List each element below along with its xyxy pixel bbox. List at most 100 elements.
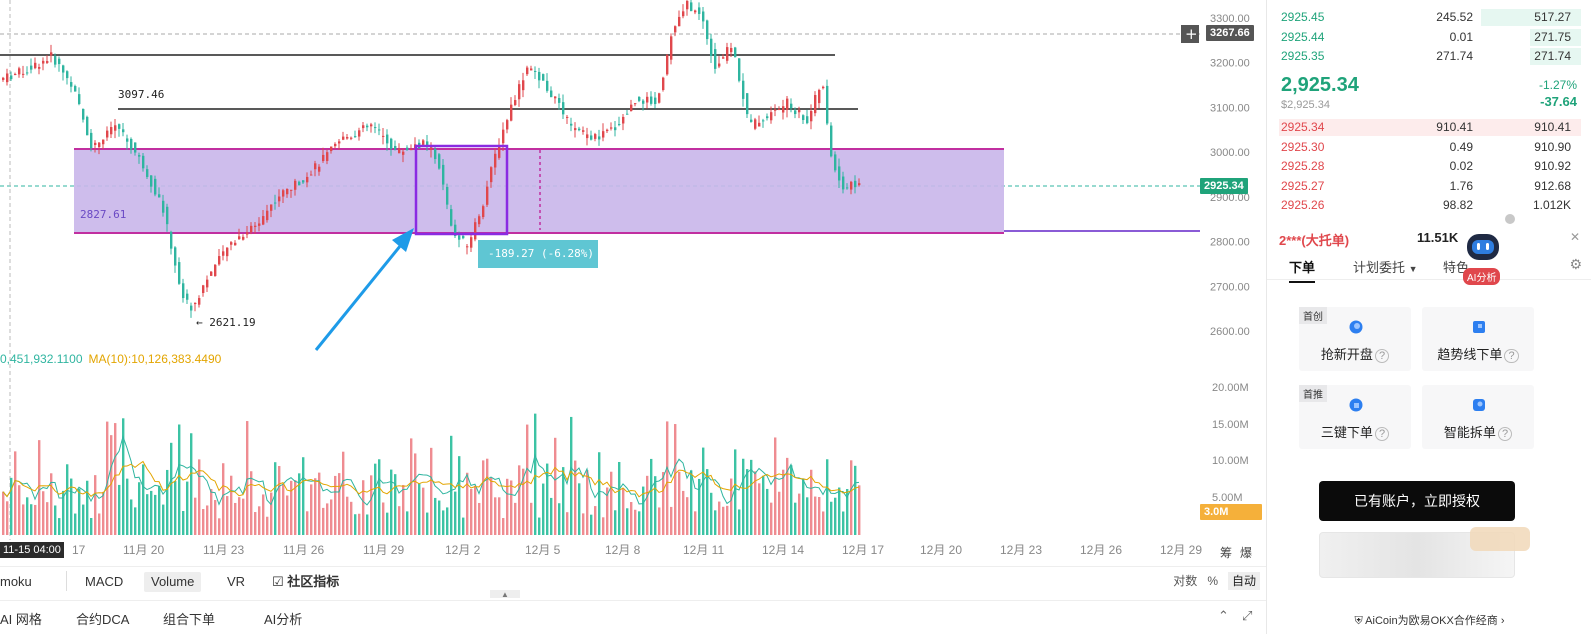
time-axis-label: 11月 26: [283, 543, 324, 557]
indicator-volume[interactable]: Volume: [144, 572, 202, 592]
help-icon[interactable]: ?: [1374, 349, 1390, 363]
liquidation-button[interactable]: 爆: [1240, 546, 1253, 560]
tab-plan-order[interactable]: 计划委托 ▼: [1353, 257, 1418, 276]
volume-bar: [342, 451, 345, 535]
axis-controls[interactable]: 筹爆: [1220, 544, 1260, 561]
volume-bar: [742, 458, 745, 535]
time-axis-label: 11月 29: [363, 543, 404, 557]
bid-row[interactable]: 2925.34 910.41 910.41: [1279, 118, 1581, 137]
volume-bar: [590, 514, 593, 535]
volume-bar: [586, 470, 589, 535]
collapse-handle[interactable]: ▲: [490, 590, 520, 599]
ask-row[interactable]: 2925.35 271.74 271.74: [1279, 47, 1581, 66]
trade-panel: 2925.45 245.52 517.27 2925.44 0.01 271.75 2925…: [1266, 0, 1591, 634]
bid-row[interactable]: 2925.27 1.76 912.68: [1279, 177, 1581, 196]
help-icon[interactable]: ?: [1374, 427, 1390, 441]
bid-row[interactable]: 2925.30 0.49 910.90: [1279, 138, 1581, 157]
candle-body: [122, 129, 125, 133]
ask-row[interactable]: 2925.44 0.01 271.75: [1279, 28, 1581, 47]
blurred-promo[interactable]: [1319, 527, 1530, 578]
candle-body: [722, 57, 725, 59]
indicator-macd[interactable]: MACD: [85, 574, 124, 589]
indicator-bar: moku MACD Volume VR ☑ 社区指标 对数% 自动: [0, 566, 1266, 594]
candle-body: [386, 134, 389, 144]
authorize-account-button[interactable]: 已有账户，立即授权: [1319, 481, 1515, 521]
candle-body: [486, 186, 489, 205]
candle-body: [526, 67, 529, 75]
volume-bar: [246, 421, 249, 535]
card-three-key-order[interactable]: 首推 三键下单?: [1299, 385, 1411, 449]
volume-bar: [658, 507, 661, 535]
partner-note[interactable]: ⛨ AiCoin为欧易OKX合作经商 ›: [1267, 612, 1591, 628]
time-axis-label: 11月 20: [123, 543, 164, 557]
card-new-listing[interactable]: 首创 抢新开盘?: [1299, 307, 1411, 371]
robot-icon[interactable]: [1463, 228, 1503, 268]
measure-label: -189.27 (-6.28%): [488, 247, 594, 260]
volume-bar: [394, 474, 397, 535]
volume-bar: [306, 511, 309, 535]
volume-bar: [682, 490, 685, 535]
ai-analysis-badge[interactable]: AI分析: [1463, 268, 1501, 285]
combo-order-button[interactable]: 组合下单: [163, 612, 216, 627]
card-trendline-order[interactable]: 趋势线下单?: [1422, 307, 1534, 371]
candle-body: [602, 131, 605, 138]
ask-row[interactable]: 2925.45 245.52 517.27: [1279, 8, 1581, 27]
time-axis-label: 12月 26: [1080, 543, 1122, 557]
volume-bar: [746, 469, 749, 535]
ai-grid-button[interactable]: AI 网格: [0, 612, 42, 627]
tab-features[interactable]: 特色: [1443, 260, 1470, 275]
candle-body: [350, 137, 353, 139]
chart-canvas[interactable]: -189.27 (-6.28%) 3097.46 ← 2621.19 2827.…: [0, 0, 1266, 600]
card-smart-split[interactable]: 智能拆单?: [1422, 385, 1534, 449]
indicator-vr[interactable]: VR: [227, 574, 246, 589]
log-scale-button[interactable]: 对数: [1173, 574, 1198, 588]
candle-body: [854, 180, 857, 188]
chevron-up-icon[interactable]: ⌃: [1218, 608, 1229, 623]
gear-icon[interactable]: ⚙: [1569, 256, 1582, 272]
candle-body: [850, 181, 853, 190]
volume-bar: [222, 463, 225, 535]
price-chart[interactable]: -189.27 (-6.28%) 3097.46 ← 2621.19 2827.…: [0, 0, 1266, 634]
candle-body: [106, 130, 109, 138]
volume-bar: [74, 513, 77, 535]
volume-bar: [126, 478, 129, 535]
candle-body: [198, 298, 201, 305]
expand-icon[interactable]: ⤢: [1242, 608, 1253, 623]
candle-body: [830, 125, 833, 157]
candle-body: [522, 80, 525, 91]
candle-body: [662, 77, 665, 91]
plus-icon: +: [1185, 25, 1198, 43]
candle-body: [398, 148, 401, 154]
bid-row[interactable]: 2925.28 0.02 910.92: [1279, 157, 1581, 176]
volume-bar: [534, 413, 537, 535]
indicator-moku[interactable]: moku: [0, 574, 32, 589]
volume-bar: [46, 502, 49, 535]
candle-body: [682, 11, 685, 17]
candle-body: [358, 130, 361, 137]
candle-body: [182, 283, 185, 299]
contract-dca-button[interactable]: 合约DCA: [76, 612, 130, 627]
volume-bar: [630, 502, 633, 535]
help-icon[interactable]: ?: [1504, 349, 1519, 363]
bid-row[interactable]: 2925.26 98.82 1.012K: [1279, 196, 1581, 215]
percent-scale-button[interactable]: %: [1207, 574, 1218, 588]
auto-scale-button[interactable]: 自动: [1227, 572, 1260, 590]
volume-bar: [198, 459, 201, 535]
card-tag: 首推: [1299, 385, 1327, 402]
volume-bar: [790, 465, 793, 535]
help-icon[interactable]: ?: [1497, 427, 1513, 441]
indicator-community[interactable]: ☑ 社区指标: [272, 572, 339, 592]
candle-body: [562, 102, 565, 115]
volume-bar: [646, 475, 649, 535]
volume-bar: [422, 487, 425, 535]
candle-body: [510, 104, 513, 121]
volume-bar: [326, 503, 329, 535]
candle-body: [202, 285, 205, 294]
close-icon[interactable]: ✕: [1569, 230, 1580, 244]
chip-distribution-button[interactable]: 筹: [1220, 546, 1233, 560]
volume-bar: [822, 511, 825, 535]
ai-analysis-button[interactable]: AI分析: [264, 612, 303, 627]
candle-body: [170, 231, 173, 249]
high-marker: 3097.46: [118, 88, 164, 101]
tab-order[interactable]: 下单: [1289, 257, 1316, 283]
